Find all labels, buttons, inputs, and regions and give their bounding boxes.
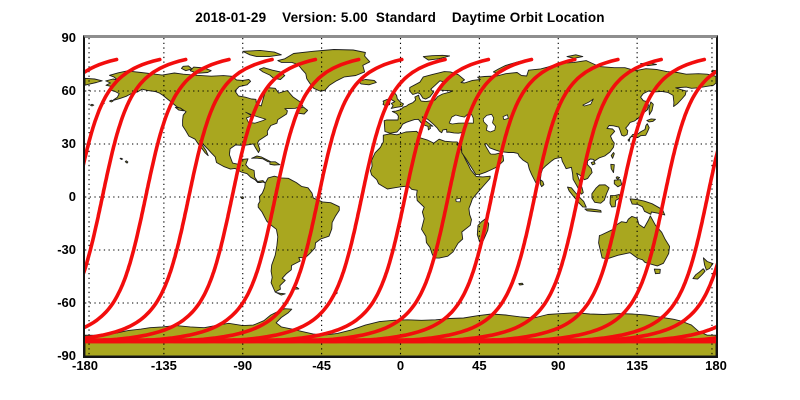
orbit-track — [85, 57, 162, 166]
landmass — [180, 65, 193, 72]
landmass — [109, 99, 114, 103]
landmass — [518, 282, 524, 286]
landmass — [119, 157, 124, 160]
landmass — [584, 208, 602, 213]
orbit-track — [85, 57, 231, 330]
lake — [482, 113, 496, 133]
y-tick-label: -90 — [57, 348, 76, 363]
plot-area — [83, 35, 718, 358]
landmass — [613, 179, 623, 188]
orbit-track — [101, 57, 404, 344]
x-tick-label: 180 — [705, 358, 727, 373]
landmass — [174, 106, 184, 112]
orbit-track — [274, 57, 577, 344]
landmass — [275, 291, 286, 296]
lake — [582, 98, 594, 107]
plot-title: 2018-01-29 Version: 5.00 Standard Daytim… — [195, 10, 605, 25]
landmass — [591, 184, 610, 204]
y-tick-label: 0 — [68, 189, 76, 204]
orbit-track — [516, 262, 716, 344]
x-tick-label: -135 — [150, 358, 177, 373]
orbit-track — [85, 57, 274, 340]
landmass — [242, 49, 282, 58]
y-tick-label: 30 — [61, 136, 76, 151]
landmass — [702, 257, 714, 271]
y-tick-label: 60 — [61, 83, 76, 98]
landmass — [539, 179, 545, 188]
x-tick-label: 135 — [626, 358, 648, 373]
orbit-track — [188, 57, 491, 344]
orbit-track — [85, 57, 318, 343]
orbit-track — [145, 57, 447, 344]
landmass — [590, 161, 596, 166]
landmass — [653, 268, 661, 275]
orbit-track — [361, 57, 664, 344]
landmass — [251, 155, 271, 163]
landmass — [648, 101, 654, 116]
orbit-track — [490, 150, 716, 344]
orbit-tracks-layer — [85, 57, 716, 344]
orbit-track — [318, 57, 620, 344]
landmass — [124, 160, 129, 164]
landmass — [610, 152, 615, 159]
world-map-canvas — [85, 38, 716, 356]
landmass — [646, 118, 656, 123]
orbit-track — [85, 57, 361, 344]
landmass — [369, 130, 491, 259]
landmass — [277, 49, 371, 92]
landmass — [609, 194, 621, 208]
landmass — [566, 54, 584, 59]
landmass — [610, 163, 615, 174]
landmass — [627, 123, 650, 142]
x-tick-label: -45 — [312, 358, 332, 373]
y-tick-label: -30 — [57, 242, 76, 257]
y-tick-label: -60 — [57, 295, 76, 310]
lake — [455, 197, 462, 203]
landmass — [89, 103, 95, 107]
x-tick-label: 45 — [472, 358, 487, 373]
x-tick-label: -180 — [71, 358, 99, 373]
landmass — [692, 268, 706, 280]
landmass — [629, 198, 666, 216]
orbit-track — [404, 57, 707, 344]
landmass — [357, 79, 377, 86]
orbit-track — [231, 57, 534, 344]
orbit-track — [447, 69, 716, 344]
landmass — [269, 161, 281, 166]
x-tick-label: 90 — [551, 358, 566, 373]
landmass — [615, 176, 621, 180]
landmass — [85, 77, 103, 86]
x-tick-label: -90 — [233, 358, 253, 373]
x-tick-label: 0 — [396, 358, 405, 373]
y-tick-label: 90 — [61, 30, 76, 45]
lake — [502, 114, 509, 120]
landmass — [422, 54, 451, 61]
orbit-track — [85, 57, 188, 275]
